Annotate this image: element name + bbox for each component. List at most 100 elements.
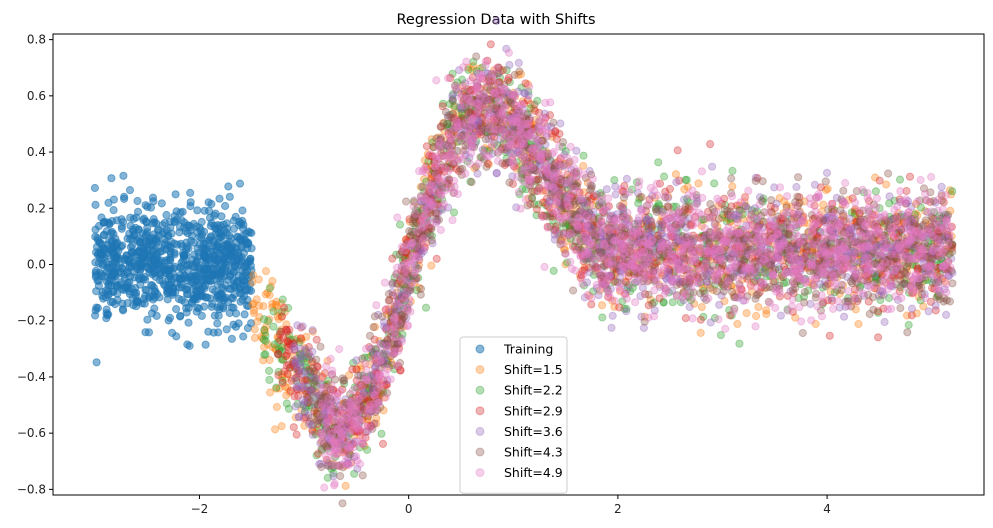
data-point xyxy=(457,133,466,142)
data-point xyxy=(180,298,190,307)
data-point xyxy=(182,308,191,317)
data-point xyxy=(794,220,803,229)
data-point xyxy=(172,332,181,341)
data-point xyxy=(338,499,347,508)
data-point xyxy=(242,278,251,288)
data-point xyxy=(862,272,872,281)
data-point xyxy=(715,300,724,309)
data-point xyxy=(165,265,174,274)
data-point xyxy=(493,118,502,127)
data-point xyxy=(203,293,212,302)
data-point xyxy=(607,323,616,332)
data-point xyxy=(900,214,910,223)
data-point xyxy=(753,222,762,231)
data-point xyxy=(625,268,634,277)
data-point xyxy=(894,245,903,255)
data-point xyxy=(182,290,192,299)
data-point xyxy=(227,334,236,343)
data-point xyxy=(233,255,242,264)
data-point xyxy=(505,178,514,187)
data-point xyxy=(489,115,498,125)
data-point xyxy=(392,288,402,297)
data-point xyxy=(941,245,950,254)
data-point xyxy=(733,319,742,329)
data-point xyxy=(762,306,771,315)
data-point xyxy=(903,268,912,277)
data-point xyxy=(375,336,384,346)
data-point xyxy=(164,280,173,289)
data-point xyxy=(453,115,462,124)
data-point xyxy=(218,283,227,292)
data-point xyxy=(378,439,388,448)
data-point xyxy=(781,217,790,226)
data-point xyxy=(172,305,181,314)
data-point xyxy=(535,149,545,158)
data-point xyxy=(710,179,719,188)
data-point xyxy=(277,325,286,334)
data-point xyxy=(578,226,587,235)
data-point xyxy=(422,142,431,151)
data-point xyxy=(268,303,277,312)
data-point xyxy=(204,198,213,207)
data-point xyxy=(356,431,365,440)
data-point xyxy=(144,251,154,260)
data-point xyxy=(735,339,744,348)
data-point xyxy=(520,89,529,98)
data-point xyxy=(123,299,132,308)
data-point xyxy=(164,316,173,325)
data-point xyxy=(143,315,152,324)
data-point xyxy=(298,322,307,331)
data-point xyxy=(358,471,367,480)
data-point xyxy=(604,228,613,237)
data-point xyxy=(694,264,703,273)
data-point xyxy=(92,358,101,367)
data-point xyxy=(875,176,884,185)
data-point xyxy=(611,270,620,279)
data-point xyxy=(839,281,848,290)
data-point xyxy=(710,239,720,248)
data-point xyxy=(208,285,217,294)
data-point xyxy=(505,60,514,70)
data-point xyxy=(588,201,597,210)
data-point xyxy=(598,313,607,322)
data-point xyxy=(284,404,293,413)
data-point xyxy=(134,246,143,255)
data-point xyxy=(197,269,206,278)
data-point xyxy=(265,375,274,384)
data-point xyxy=(238,295,247,304)
chart-title: Regression Data with Shifts xyxy=(396,12,595,28)
data-point xyxy=(107,237,116,246)
data-point xyxy=(119,217,128,226)
data-point xyxy=(341,461,350,470)
data-point xyxy=(330,418,340,427)
data-point xyxy=(240,310,249,319)
data-point xyxy=(424,206,433,215)
data-point xyxy=(911,231,920,240)
data-point xyxy=(135,266,144,275)
data-point xyxy=(217,269,226,278)
data-point xyxy=(361,411,370,420)
data-point xyxy=(647,262,657,271)
data-point xyxy=(821,177,830,186)
data-point xyxy=(687,243,696,252)
data-point xyxy=(658,211,667,220)
data-point xyxy=(363,380,372,389)
data-point xyxy=(810,180,820,189)
data-point xyxy=(297,406,306,415)
data-point xyxy=(853,279,862,288)
data-point xyxy=(107,174,116,183)
data-point xyxy=(706,140,715,149)
data-point xyxy=(120,254,129,263)
data-point xyxy=(798,213,807,222)
data-point xyxy=(249,308,258,318)
data-point xyxy=(432,254,441,263)
data-point xyxy=(594,237,604,246)
data-point xyxy=(481,135,490,144)
data-point xyxy=(712,287,721,296)
data-point xyxy=(403,249,412,258)
data-point xyxy=(880,317,889,327)
data-point xyxy=(509,88,518,97)
data-point xyxy=(239,332,248,341)
data-point xyxy=(291,402,300,411)
data-point xyxy=(369,323,378,332)
